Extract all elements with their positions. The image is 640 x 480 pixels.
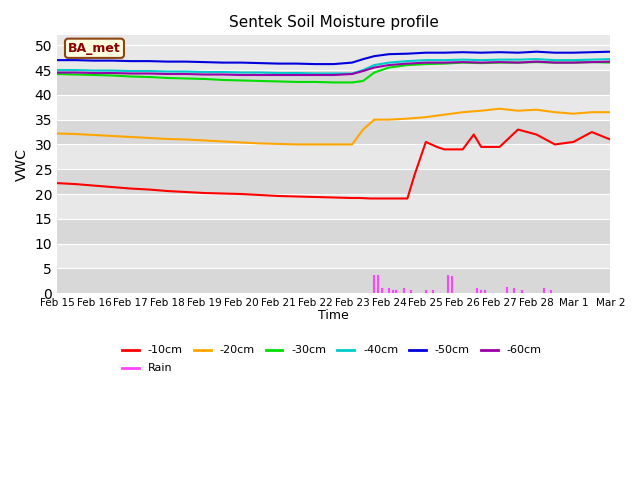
Title: Sentek Soil Moisture profile: Sentek Soil Moisture profile — [228, 15, 438, 30]
Text: BA_met: BA_met — [68, 42, 121, 55]
Legend: Rain: Rain — [118, 359, 177, 378]
Bar — [57, 95, 611, 120]
X-axis label: Time: Time — [318, 310, 349, 323]
Bar — [57, 169, 611, 194]
Bar — [57, 120, 611, 144]
Bar — [57, 219, 611, 244]
Bar — [57, 268, 611, 293]
Y-axis label: VWC: VWC — [15, 148, 29, 181]
Bar — [57, 244, 611, 268]
Bar — [57, 70, 611, 95]
Bar — [57, 144, 611, 169]
Bar — [57, 194, 611, 219]
Bar — [57, 45, 611, 70]
